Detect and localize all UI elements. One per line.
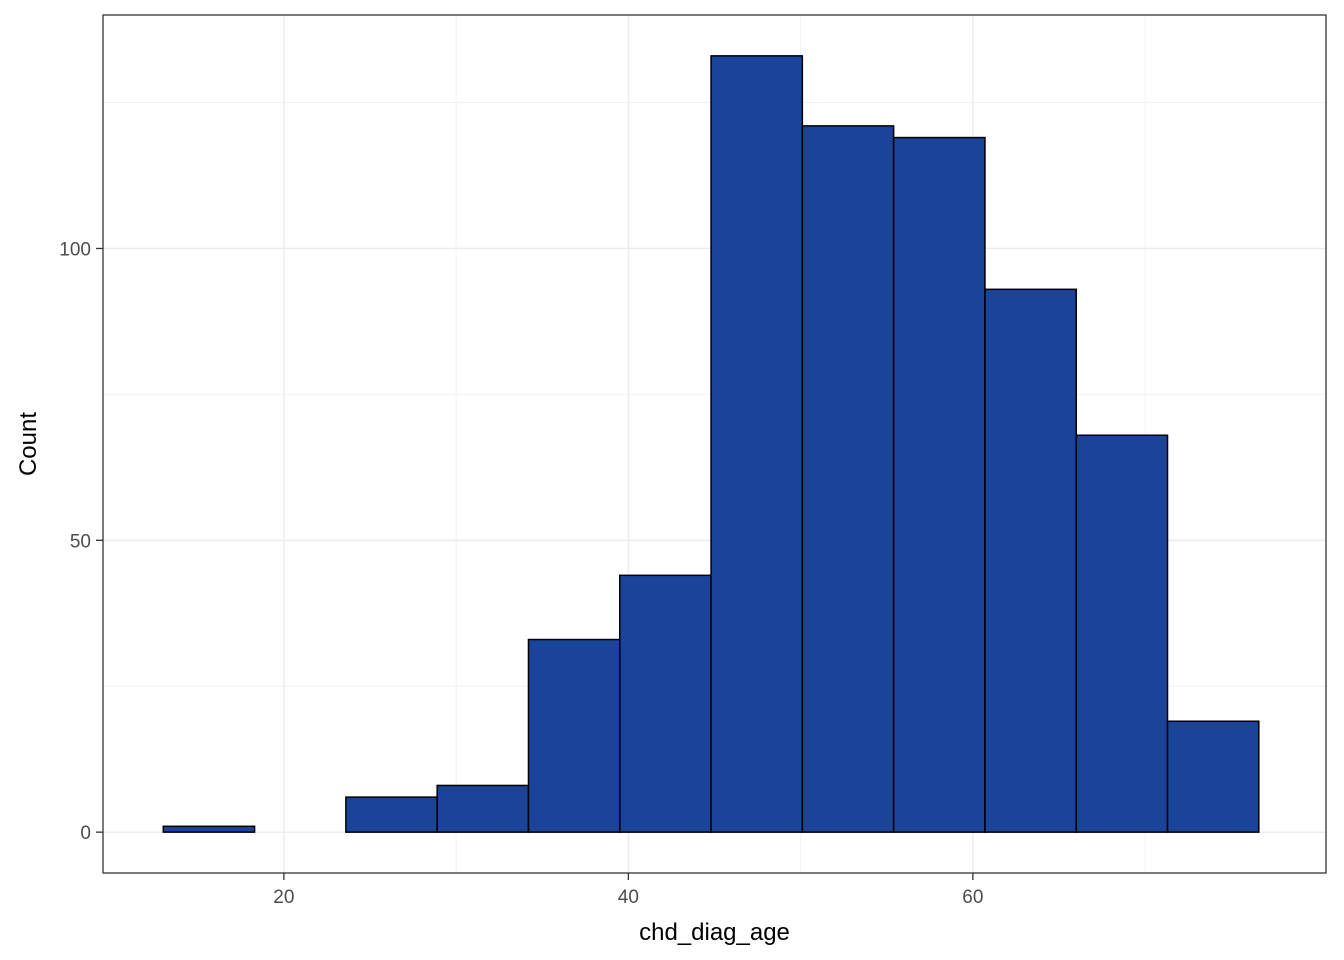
y-axis-title: Count (15, 412, 42, 476)
panel-border (102, 14, 1327, 874)
histogram-bar (527, 638, 621, 833)
histogram-bars (162, 55, 1260, 833)
histogram-bar (162, 825, 256, 833)
x-tick-label: 40 (618, 887, 639, 908)
x-tick-label: 60 (962, 887, 983, 908)
histogram-bar (984, 288, 1077, 833)
histogram-bar (1075, 434, 1169, 833)
histogram-bar (710, 55, 804, 833)
histogram-bar (892, 136, 986, 833)
histogram-bar (345, 796, 438, 833)
histogram-bar (619, 574, 712, 833)
x-axis: 20 40 60 (273, 873, 983, 908)
x-axis-title: chd_diag_age (639, 919, 790, 946)
y-tick-label: 0 (80, 823, 91, 844)
histogram-bar (1166, 720, 1260, 833)
y-tick-label: 100 (59, 239, 91, 260)
y-tick-label: 50 (70, 531, 91, 552)
y-axis: 0 50 100 (59, 239, 103, 844)
histogram-bar (801, 125, 895, 833)
x-tick-label: 20 (273, 887, 294, 908)
histogram-bar (436, 784, 530, 833)
